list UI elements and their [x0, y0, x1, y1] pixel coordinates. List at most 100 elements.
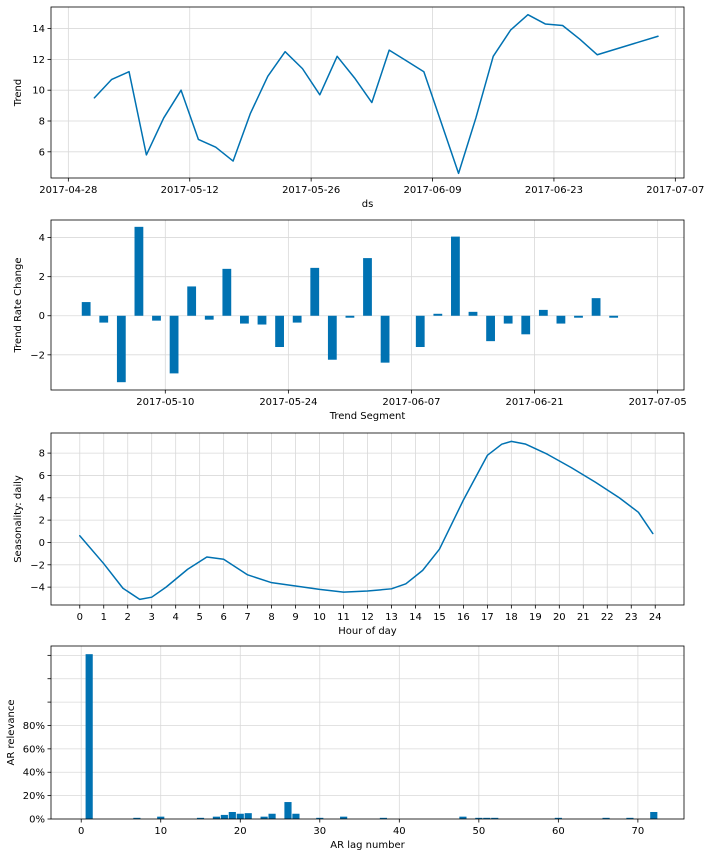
- bar: [240, 315, 249, 324]
- bar: [574, 315, 583, 318]
- y-tick-label: 60%: [23, 744, 45, 755]
- y-tick-label: 0: [39, 538, 45, 549]
- x-axis: 0 10 20 30 40 50 60 70: [78, 819, 644, 837]
- x-tick-label: 6: [220, 612, 226, 623]
- bar: [380, 315, 390, 363]
- x-tick-label: 15: [433, 612, 446, 623]
- series-line: [93, 13, 659, 175]
- bar: [379, 817, 387, 819]
- y-tick-label: −4: [30, 583, 45, 594]
- axes-frame: [50, 6, 685, 179]
- data-marks: [85, 654, 658, 819]
- bar: [609, 315, 619, 318]
- bar: [475, 817, 483, 819]
- trend-rate-change-panel: 2017-05-10 2017-05-24 2017-06-07 2017-06-21…: [13, 219, 687, 422]
- x-axis: 0 1 2 3 4 5 6 7 8 9 10 11 12 13 14 15 16 17 18 19 20 21 22 23 24: [77, 605, 662, 623]
- x-tick-label: 20: [553, 612, 566, 623]
- x-tick-label: 20: [234, 826, 247, 837]
- bar: [244, 813, 252, 819]
- y-tick-label: 14: [32, 24, 45, 35]
- bar: [81, 302, 91, 316]
- bar: [169, 315, 179, 374]
- bar: [268, 813, 276, 819]
- bar: [275, 315, 284, 348]
- seasonality-daily-panel: 0 1 2 3 4 5 6 7 8 9 10 11 12 13 14 15 16 17 18 19 20 21 22 23 24…: [13, 432, 685, 637]
- y-tick-label: −2: [30, 560, 45, 571]
- x-tick-label: 2017-06-23: [525, 185, 583, 196]
- bar: [220, 814, 228, 819]
- bar: [187, 286, 197, 316]
- bar: [538, 309, 548, 316]
- grid: [51, 433, 684, 605]
- axes-frame: [50, 219, 685, 391]
- plot-area: [51, 646, 684, 819]
- bar: [554, 817, 562, 819]
- bar: [602, 817, 610, 819]
- bar: [310, 267, 320, 316]
- x-tick-label: 14: [409, 612, 422, 623]
- x-tick-label: 4: [172, 612, 178, 623]
- x-tick-label: 17: [481, 612, 494, 623]
- bar: [556, 315, 566, 324]
- x-tick-label: 2017-07-07: [646, 185, 704, 196]
- x-axis: 2017-04-28 2017-05-12 2017-05-26 2017-06-09…: [39, 178, 704, 196]
- bar: [284, 802, 292, 819]
- bar: [363, 258, 372, 316]
- bar: [650, 811, 658, 819]
- x-tick-label: 2017-04-28: [39, 185, 97, 196]
- bar: [212, 816, 220, 819]
- x-tick-label: 2017-05-24: [259, 397, 317, 408]
- x-tick-label: 2017-06-09: [403, 185, 461, 196]
- data-marks: [79, 440, 654, 601]
- y-tick-label: 20%: [23, 791, 45, 802]
- y-axis: 6 8 10 12 14: [32, 24, 51, 158]
- y-tick-label: 6: [39, 471, 45, 482]
- y-axis: −2 0 2 4: [30, 233, 51, 361]
- x-tick-label: 0: [77, 612, 83, 623]
- bar: [116, 315, 126, 383]
- x-tick-label: 16: [457, 612, 470, 623]
- x-tick-label: 2017-06-21: [505, 397, 563, 408]
- bar: [483, 817, 491, 819]
- bar: [152, 315, 161, 321]
- x-tick-label: 2: [125, 612, 131, 623]
- data-marks: [81, 226, 619, 383]
- data-marks: [93, 13, 659, 175]
- bar: [85, 654, 93, 819]
- x-axis-label: Hour of day: [338, 626, 397, 637]
- x-tick-label: 18: [505, 612, 518, 623]
- bar: [451, 236, 460, 316]
- bar: [196, 817, 205, 819]
- x-tick-label: 7: [244, 612, 250, 623]
- bar: [228, 811, 236, 819]
- x-tick-label: 50: [472, 826, 485, 837]
- x-tick-label: 0: [78, 826, 84, 837]
- bar: [260, 816, 268, 819]
- x-tick-label: 12: [361, 612, 374, 623]
- bar: [626, 817, 634, 819]
- y-axis-label: AR relevance: [6, 700, 17, 766]
- y-tick-label: 4: [39, 493, 45, 504]
- x-tick-label: 1: [101, 612, 107, 623]
- bar: [222, 268, 232, 316]
- ar-relevance-panel: 0 10 20 30 40 50 60 70 0% 20% 40% 60% 80% AR lag numb…: [6, 645, 685, 851]
- bar: [345, 315, 355, 318]
- bar: [468, 311, 478, 316]
- y-tick-label: 2: [39, 516, 45, 527]
- axes-frame: [50, 645, 685, 820]
- trend-panel: 2017-04-28 2017-05-12 2017-05-26 2017-06-09…: [13, 6, 704, 210]
- x-tick-label: 24: [649, 612, 662, 623]
- y-axis-label: Trend Rate Change: [13, 258, 24, 354]
- x-tick-label: 10: [154, 826, 167, 837]
- bar: [133, 817, 141, 819]
- x-tick-label: 8: [268, 612, 274, 623]
- bar: [591, 298, 601, 316]
- y-tick-label: 8: [39, 117, 45, 128]
- x-tick-label: 40: [393, 826, 406, 837]
- x-tick-label: 2017-05-12: [161, 185, 219, 196]
- x-tick-label: 70: [632, 826, 645, 837]
- x-axis: 2017-05-10 2017-05-24 2017-06-07 2017-06-21…: [136, 390, 687, 408]
- x-tick-label: 22: [601, 612, 614, 623]
- bar: [204, 315, 214, 320]
- bar: [157, 816, 165, 819]
